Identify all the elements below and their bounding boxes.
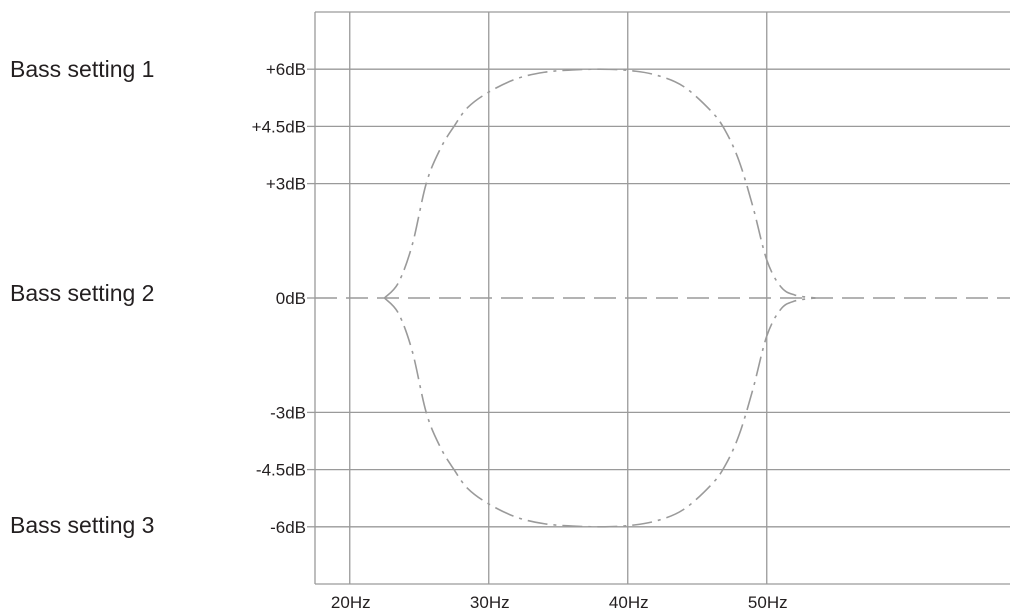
x-tick-label: 40Hz [609, 593, 649, 612]
y-tick-label: +4.5dB [252, 117, 306, 136]
y-tick-label: +6dB [266, 60, 306, 79]
bass-setting-1-label: Bass setting 1 [10, 56, 155, 82]
y-tick-label: -6dB [270, 518, 306, 537]
y-tick-label: -3dB [270, 403, 306, 422]
bass-setting-3-curve [383, 297, 816, 528]
y-tick-label: 0dB [276, 289, 306, 308]
x-tick-label: 30Hz [470, 593, 510, 612]
x-tick-label: 20Hz [331, 593, 371, 612]
bass-setting-1-curve [383, 68, 816, 299]
bass-setting-3-label: Bass setting 3 [10, 512, 155, 538]
y-tick-label: +3dB [266, 175, 306, 194]
bass-setting-2-label: Bass setting 2 [10, 280, 155, 306]
y-tick-label: -4.5dB [256, 461, 306, 480]
x-tick-label: 50Hz [748, 593, 788, 612]
